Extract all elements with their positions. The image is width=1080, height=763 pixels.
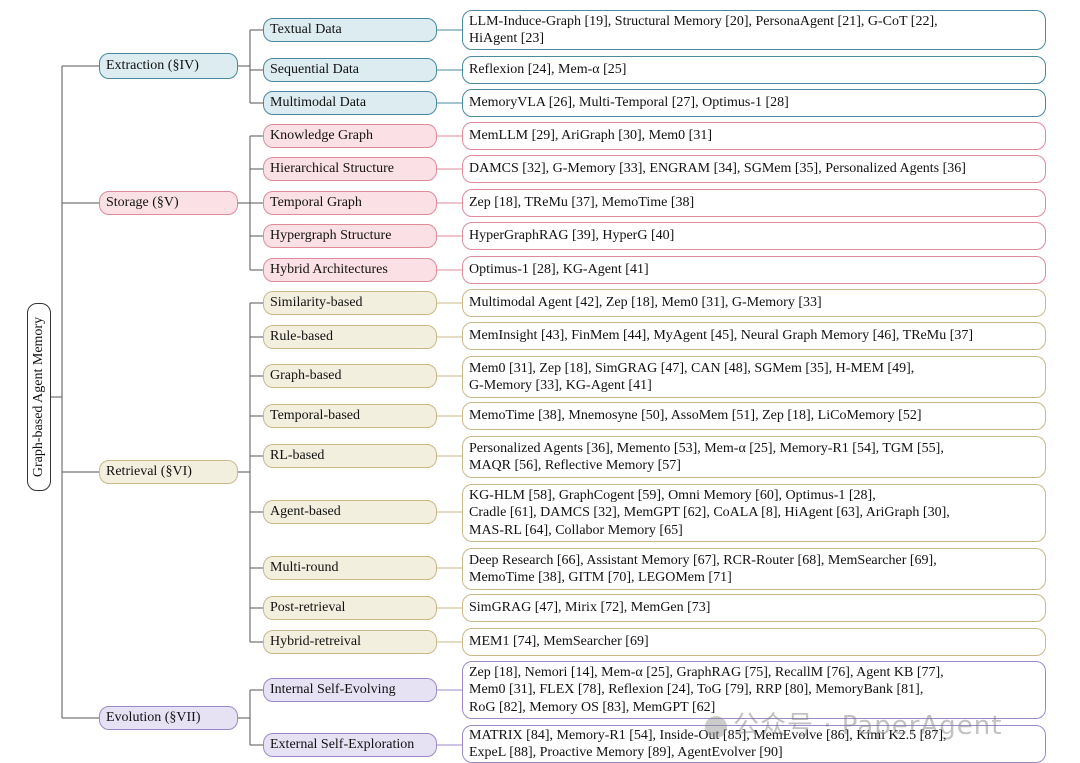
method-list-text: Optimus-1 [28], KG-Agent [41] bbox=[469, 262, 649, 278]
subcategory-node: Multi-round bbox=[263, 556, 437, 580]
method-list: KG-HLM [58], GraphCogent [59], Omni Memo… bbox=[462, 484, 1046, 542]
subcategory-node-text: Multimodal Data bbox=[270, 95, 367, 110]
subcategory-node-text: Textual Data bbox=[270, 22, 342, 37]
method-list: Zep [18], Nemori [14], Mem-α [25], Graph… bbox=[462, 661, 1046, 719]
subcategory-node-text: Graph-based bbox=[270, 368, 342, 383]
category-extraction-text: Extraction (§IV) bbox=[106, 58, 199, 73]
method-list-text: Zep [18], Nemori [14], Mem-α [25], Graph… bbox=[469, 664, 944, 715]
method-list: Personalized Agents [36], Memento [53], … bbox=[462, 436, 1046, 478]
method-list: MemoTime [38], Mnemosyne [50], AssoMem [… bbox=[462, 402, 1046, 430]
method-list-text: HyperGraphRAG [39], HyperG [40] bbox=[469, 228, 675, 244]
subcategory-node: Hypergraph Structure bbox=[263, 224, 437, 248]
subcategory-node: Temporal Graph bbox=[263, 191, 437, 215]
method-list: Optimus-1 [28], KG-Agent [41] bbox=[462, 256, 1046, 284]
subcategory-node: External Self-Exploration bbox=[263, 733, 437, 757]
method-list: Deep Research [66], Assistant Memory [67… bbox=[462, 548, 1046, 590]
method-list: Mem0 [31], Zep [18], SimGRAG [47], CAN [… bbox=[462, 356, 1046, 398]
subcategory-node: Post-retrieval bbox=[263, 596, 437, 620]
method-list-text: Deep Research [66], Assistant Memory [67… bbox=[469, 552, 937, 586]
category-extraction: Extraction (§IV) bbox=[99, 53, 238, 79]
subcategory-node-text: Temporal-based bbox=[270, 408, 360, 423]
method-list: MemLLM [29], AriGraph [30], Mem0 [31] bbox=[462, 122, 1046, 150]
watermark-text: 公众号 · PaperAgent bbox=[733, 711, 1003, 741]
method-list: MemoryVLA [26], Multi-Temporal [27], Opt… bbox=[462, 89, 1046, 117]
subcategory-node: Temporal-based bbox=[263, 404, 437, 428]
category-evolution-text: Evolution (§VII) bbox=[106, 710, 201, 725]
subcategory-node: RL-based bbox=[263, 444, 437, 468]
subcategory-node-text: Hybrid-retreival bbox=[270, 634, 361, 649]
method-list-text: MemLLM [29], AriGraph [30], Mem0 [31] bbox=[469, 128, 713, 144]
category-evolution: Evolution (§VII) bbox=[99, 706, 238, 730]
method-list: Reflexion [24], Mem-α [25] bbox=[462, 56, 1046, 84]
subcategory-node: Knowledge Graph bbox=[263, 124, 437, 148]
subcategory-node-text: Similarity-based bbox=[270, 295, 363, 310]
method-list-text: Multimodal Agent [42], Zep [18], Mem0 [3… bbox=[469, 295, 822, 311]
method-list: Zep [18], TReMu [37], MemoTime [38] bbox=[462, 189, 1046, 217]
subcategory-node-text: Sequential Data bbox=[270, 62, 360, 77]
subcategory-node-text: Agent-based bbox=[270, 504, 341, 519]
category-retrieval: Retrieval (§VI) bbox=[99, 460, 238, 484]
method-list-text: MEM1 [74], MemSearcher [69] bbox=[469, 634, 649, 650]
root-label: Graph-based Agent Memory bbox=[31, 316, 46, 478]
subcategory-node: Internal Self-Evolving bbox=[263, 678, 437, 702]
category-storage-text: Storage (§V) bbox=[106, 195, 179, 210]
subcategory-node: Hybrid Architectures bbox=[263, 258, 437, 282]
root-node: Graph-based Agent Memory bbox=[27, 303, 51, 491]
method-list-text: DAMCS [32], G-Memory [33], ENGRAM [34], … bbox=[469, 161, 966, 177]
subcategory-node-text: Internal Self-Evolving bbox=[270, 682, 396, 697]
subcategory-node: Textual Data bbox=[263, 18, 437, 42]
wechat-icon bbox=[705, 715, 727, 738]
method-list: MemInsight [43], FinMem [44], MyAgent [4… bbox=[462, 322, 1046, 350]
method-list-text: Personalized Agents [36], Memento [53], … bbox=[469, 440, 944, 474]
subcategory-node-text: Knowledge Graph bbox=[270, 128, 374, 143]
method-list-text: Reflexion [24], Mem-α [25] bbox=[469, 62, 627, 78]
category-retrieval-text: Retrieval (§VI) bbox=[106, 464, 192, 479]
method-list-text: MATRIX [84], Memory-R1 [54], Inside-Out … bbox=[469, 727, 947, 761]
method-list-text: MemoryVLA [26], Multi-Temporal [27], Opt… bbox=[469, 95, 789, 111]
subcategory-node: Graph-based bbox=[263, 364, 437, 388]
subcategory-node: Sequential Data bbox=[263, 58, 437, 82]
subcategory-node-text: Temporal Graph bbox=[270, 195, 362, 210]
method-list: HyperGraphRAG [39], HyperG [40] bbox=[462, 222, 1046, 250]
category-storage: Storage (§V) bbox=[99, 191, 238, 215]
method-list-text: SimGRAG [47], Mirix [72], MemGen [73] bbox=[469, 600, 711, 616]
method-list: DAMCS [32], G-Memory [33], ENGRAM [34], … bbox=[462, 155, 1046, 183]
method-list-text: MemoTime [38], Mnemosyne [50], AssoMem [… bbox=[469, 408, 922, 424]
method-list-text: LLM-Induce-Graph [19], Structural Memory… bbox=[469, 13, 938, 47]
method-list: LLM-Induce-Graph [19], Structural Memory… bbox=[462, 10, 1046, 50]
subcategory-node-text: Hypergraph Structure bbox=[270, 228, 392, 243]
subcategory-node-text: Hierarchical Structure bbox=[270, 161, 394, 176]
method-list-text: MemInsight [43], FinMem [44], MyAgent [4… bbox=[469, 328, 974, 344]
subcategory-node-text: Post-retrieval bbox=[270, 600, 346, 615]
method-list: SimGRAG [47], Mirix [72], MemGen [73] bbox=[462, 594, 1046, 622]
method-list: MATRIX [84], Memory-R1 [54], Inside-Out … bbox=[462, 725, 1046, 763]
watermark: 公众号 · PaperAgent bbox=[705, 705, 1002, 742]
method-list: Multimodal Agent [42], Zep [18], Mem0 [3… bbox=[462, 289, 1046, 317]
method-list-text: Zep [18], TReMu [37], MemoTime [38] bbox=[469, 195, 695, 211]
subcategory-node-text: Multi-round bbox=[270, 560, 339, 575]
method-list-text: Mem0 [31], Zep [18], SimGRAG [47], CAN [… bbox=[469, 360, 915, 394]
subcategory-node: Hierarchical Structure bbox=[263, 157, 437, 181]
method-list-text: KG-HLM [58], GraphCogent [59], Omni Memo… bbox=[469, 487, 950, 538]
subcategory-node: Agent-based bbox=[263, 500, 437, 524]
subcategory-node: Rule-based bbox=[263, 325, 437, 349]
subcategory-node: Similarity-based bbox=[263, 291, 437, 315]
subcategory-node-text: RL-based bbox=[270, 448, 325, 463]
subcategory-node: Hybrid-retreival bbox=[263, 630, 437, 654]
method-list: MEM1 [74], MemSearcher [69] bbox=[462, 628, 1046, 656]
subcategory-node-text: External Self-Exploration bbox=[270, 737, 415, 752]
subcategory-node-text: Hybrid Architectures bbox=[270, 262, 388, 277]
subcategory-node: Multimodal Data bbox=[263, 91, 437, 115]
subcategory-node-text: Rule-based bbox=[270, 329, 333, 344]
